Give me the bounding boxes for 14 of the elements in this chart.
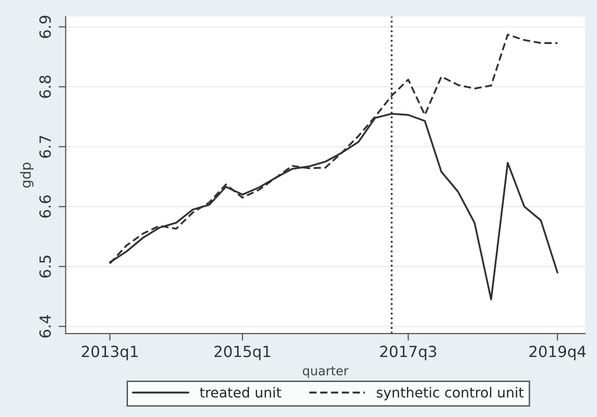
legend-label: treated unit — [200, 386, 282, 398]
legend-label: synthetic control unit — [376, 386, 524, 400]
x-tick-label: 2015q1 — [214, 346, 270, 360]
y-tick-label: 6.5 — [39, 256, 51, 278]
y-tick-label: 6.9 — [39, 16, 51, 38]
y-tick-label: 6.4 — [39, 315, 51, 338]
x-tick-label: 2019q4 — [529, 346, 586, 360]
x-tick-label: 2017q3 — [380, 346, 436, 360]
y-tick-label: 6.6 — [39, 195, 51, 218]
y-axis-title: gdp — [20, 162, 34, 188]
y-tick-label: 6.7 — [39, 136, 51, 158]
x-axis-title: quarter — [302, 366, 349, 378]
y-tick-label: 6.8 — [39, 76, 51, 98]
x-tick-label: 2013q1 — [82, 346, 138, 360]
